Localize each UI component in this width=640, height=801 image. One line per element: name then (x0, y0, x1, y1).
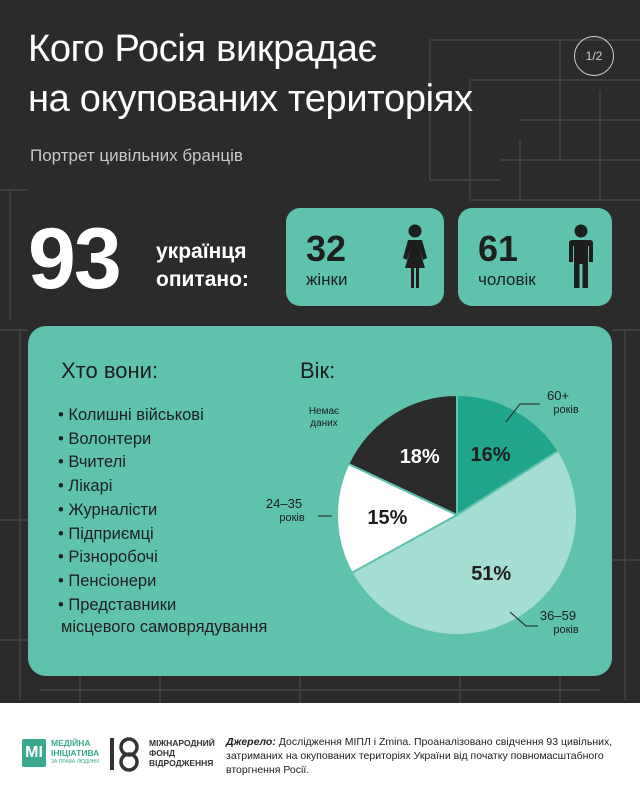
occupation-item: • Журналісти (58, 500, 158, 519)
pie-slice (336, 462, 460, 575)
occupation-item: • Представники (58, 595, 177, 614)
pie-category-sublabel: даних (310, 418, 338, 429)
pie-slice (350, 449, 578, 636)
men-count: 61 (478, 228, 519, 269)
source-note: Джерело: Дослідження МІПЛ і Zmina. Проан… (226, 735, 622, 777)
infographic-area: Кого Росія викрадає на окупованих терито… (0, 24, 640, 703)
pie-category-sublabel: років (279, 512, 304, 524)
media-initiative-logo: МІ (22, 739, 46, 767)
pie-category-label: 36–59 (540, 608, 576, 623)
occupation-item: • Лікарі (58, 477, 113, 496)
age-pie-chart: 16%60+років51%36–59років15%24–35років18%… (266, 388, 579, 636)
men-label: чоловік (478, 270, 536, 289)
occupation-item: • Підприємці (58, 524, 154, 543)
occupation-item: • Волонтери (58, 429, 152, 448)
title-line-1: Кого Росія викрадає (28, 28, 377, 70)
occupation-list: • Колишні військові • Волонтери • Вчителі •… (58, 404, 204, 617)
occupation-item: • Колишні військові (58, 406, 204, 424)
woman-icon (403, 224, 427, 288)
man-icon (569, 224, 593, 288)
background-grid-decoration (0, 39, 640, 703)
pie-leader-line (505, 403, 540, 423)
pie-category-label: 24–35 (266, 496, 302, 511)
pie-value-label: 16% (471, 444, 511, 466)
surveyed-label-line-2: опитано: (156, 268, 249, 291)
media-initiative-name-line-2: ІНІЦІАТИВА (51, 748, 100, 758)
renaissance-foundation-name: МІЖНАРОДНИЙ ФОНД ВІДРОДЖЕННЯ (149, 738, 215, 768)
occupation-item: • Вчителі (58, 453, 126, 472)
details-panel: Хто вони: • Колишні військові • Волонтери… (28, 326, 612, 676)
surveyed-label-line-1: українця (156, 240, 247, 263)
occupation-item: • Пенсіонери (58, 571, 157, 590)
pie-value-label: 15% (367, 507, 407, 529)
who-title: Хто вони: (61, 358, 159, 383)
pie-category-label: Немає (309, 406, 339, 417)
women-count: 32 (306, 228, 347, 269)
occupation-item: • Різноробочі (58, 548, 158, 567)
men-card: 61 чоловік (458, 208, 612, 306)
women-card: 32 жінки (286, 208, 444, 306)
renaissance-foundation-logo-icon (110, 737, 139, 772)
title-line-2: на окупованих територіях (28, 78, 473, 120)
women-label: жінки (306, 270, 348, 289)
chart-title: Вік: (300, 358, 336, 383)
pie-category-sublabel: років (553, 624, 578, 636)
pie-slice (347, 393, 458, 517)
media-initiative-name-line-1: МЕДІЙНА (51, 738, 91, 748)
pie-category-label: 60+ (547, 388, 569, 403)
pie-slice (456, 393, 560, 517)
renaissance-foundation-line-3: ВІДРОДЖЕННЯ (149, 758, 214, 768)
page-indicator: 1/2 (574, 36, 614, 76)
pie-value-label: 51% (471, 563, 511, 585)
surveyed-label: українця опитано: (156, 238, 276, 294)
page-title: Кого Росія викрадає на окупованих терито… (28, 24, 548, 124)
renaissance-foundation-line-2: ФОНД (149, 748, 176, 758)
surveyed-count: 93 (28, 211, 122, 307)
source-text: Дослідження МІПЛ і Zmina. Проаналізовано… (226, 736, 613, 776)
page-subtitle: Портрет цивільних бранців (30, 146, 243, 165)
media-initiative-name: МЕДІЙНА ІНІЦІАТИВА (51, 738, 99, 758)
source-label: Джерело: (226, 736, 276, 748)
media-initiative-subtitle: ЗА ПРАВА ЛЮДИНИ (51, 759, 99, 765)
pie-value-label: 18% (400, 446, 440, 468)
occupation-list-tail: місцевого самоврядування (61, 618, 268, 636)
footer: МІ МЕДІЙНА ІНІЦІАТИВА ЗА ПРАВА ЛЮДИНИ МІ… (0, 703, 640, 801)
renaissance-foundation-line-1: МІЖНАРОДНИЙ (149, 738, 215, 748)
pie-leader-line (509, 611, 538, 627)
pie-category-sublabel: років (553, 404, 578, 416)
